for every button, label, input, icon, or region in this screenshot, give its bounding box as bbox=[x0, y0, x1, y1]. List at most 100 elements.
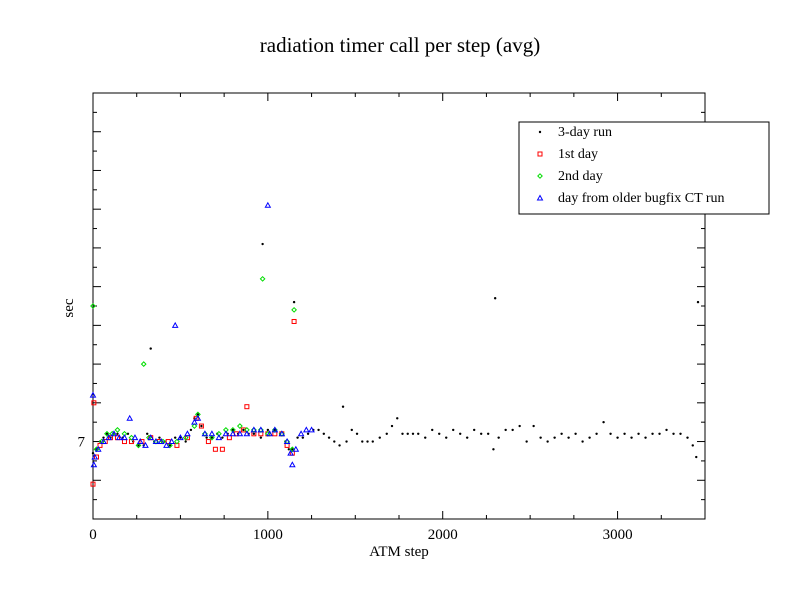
data-point bbox=[581, 440, 584, 443]
data-point bbox=[539, 436, 542, 439]
data-point bbox=[401, 432, 404, 435]
data-point bbox=[560, 432, 563, 435]
data-point bbox=[630, 436, 633, 439]
data-point bbox=[135, 442, 142, 449]
data-point bbox=[250, 426, 258, 433]
legend-box bbox=[518, 121, 770, 215]
data-point bbox=[231, 428, 235, 432]
series-3 bbox=[89, 201, 315, 468]
data-point bbox=[595, 432, 598, 435]
legend-marker bbox=[537, 151, 543, 157]
chart-title: radiation timer call per step (avg) bbox=[260, 33, 540, 57]
data-point bbox=[146, 432, 149, 435]
data-point bbox=[266, 430, 273, 437]
data-point bbox=[126, 414, 134, 421]
data-point bbox=[212, 446, 218, 452]
data-point bbox=[208, 430, 216, 437]
data-point bbox=[308, 426, 315, 433]
data-point bbox=[229, 430, 237, 437]
data-point bbox=[177, 434, 184, 441]
data-point bbox=[244, 404, 250, 410]
data-point bbox=[174, 438, 180, 445]
data-point bbox=[504, 428, 507, 432]
legend-entry-label: 2nd day bbox=[558, 169, 603, 184]
data-point bbox=[142, 441, 149, 448]
data-point bbox=[546, 440, 549, 443]
data-point bbox=[266, 428, 270, 432]
data-point bbox=[623, 432, 626, 435]
data-point bbox=[115, 434, 123, 441]
data-point bbox=[385, 432, 388, 435]
data-point bbox=[168, 444, 172, 447]
data-point bbox=[287, 448, 291, 451]
data-point bbox=[100, 438, 107, 445]
data-point bbox=[222, 430, 230, 437]
data-point bbox=[665, 428, 668, 432]
data-point bbox=[184, 430, 191, 437]
data-point bbox=[616, 436, 619, 439]
data-point bbox=[114, 427, 121, 433]
data-point bbox=[341, 405, 345, 408]
data-point bbox=[242, 428, 245, 432]
data-point bbox=[140, 361, 147, 367]
data-point bbox=[252, 432, 256, 435]
data-point bbox=[424, 436, 427, 439]
data-point bbox=[637, 432, 640, 435]
series-0 bbox=[91, 242, 700, 459]
data-point bbox=[168, 438, 176, 445]
data-point bbox=[121, 434, 128, 441]
legend-entry-label: 1st day bbox=[558, 147, 598, 162]
data-point bbox=[171, 321, 179, 328]
data-point bbox=[679, 432, 682, 435]
data-point bbox=[105, 434, 113, 441]
data-point bbox=[511, 428, 514, 432]
data-point bbox=[574, 432, 577, 435]
data-point bbox=[291, 448, 294, 451]
legend-marker bbox=[536, 194, 544, 201]
data-point bbox=[147, 434, 155, 441]
data-point bbox=[686, 436, 689, 439]
legend: 3-day run 1st day 2nd day day from older bu… bbox=[518, 121, 770, 215]
data-point bbox=[658, 432, 661, 435]
y-axis-label: sec bbox=[61, 298, 77, 317]
data-point bbox=[90, 461, 98, 468]
data-point bbox=[104, 430, 110, 437]
data-point bbox=[226, 435, 232, 441]
data-point bbox=[291, 306, 297, 313]
legend-entry-label: day from older bugfix CT run bbox=[558, 191, 725, 206]
data-point bbox=[406, 432, 409, 435]
data-point bbox=[131, 434, 139, 441]
data-point bbox=[189, 428, 193, 432]
x-tick-label: 0 bbox=[89, 527, 97, 543]
data-point bbox=[497, 436, 500, 439]
data-point bbox=[236, 423, 243, 429]
data-point bbox=[116, 432, 119, 435]
data-point bbox=[167, 442, 173, 449]
data-point bbox=[210, 436, 214, 439]
data-point bbox=[322, 432, 326, 435]
data-point bbox=[102, 436, 105, 439]
data-point bbox=[411, 432, 415, 435]
legend-marker bbox=[537, 173, 543, 179]
data-point bbox=[493, 297, 497, 300]
data-point bbox=[492, 448, 495, 451]
x-axis-ticks: 0 1000 2000 3000 bbox=[89, 93, 706, 543]
x-tick-label: 3000 bbox=[603, 527, 633, 543]
data-point bbox=[289, 446, 296, 453]
data-point bbox=[672, 432, 675, 435]
data-point bbox=[532, 424, 535, 428]
data-point bbox=[691, 444, 694, 447]
data-point bbox=[390, 424, 394, 428]
data-point bbox=[588, 436, 591, 439]
data-point bbox=[205, 439, 211, 445]
data-point bbox=[191, 423, 198, 429]
data-point bbox=[417, 432, 420, 435]
data-point bbox=[518, 424, 521, 428]
data-point bbox=[396, 417, 399, 420]
data-point bbox=[136, 438, 144, 445]
data-point bbox=[465, 436, 469, 439]
data-point bbox=[259, 275, 266, 282]
data-point bbox=[261, 242, 264, 246]
data-point bbox=[243, 430, 251, 437]
data-point bbox=[371, 440, 374, 443]
